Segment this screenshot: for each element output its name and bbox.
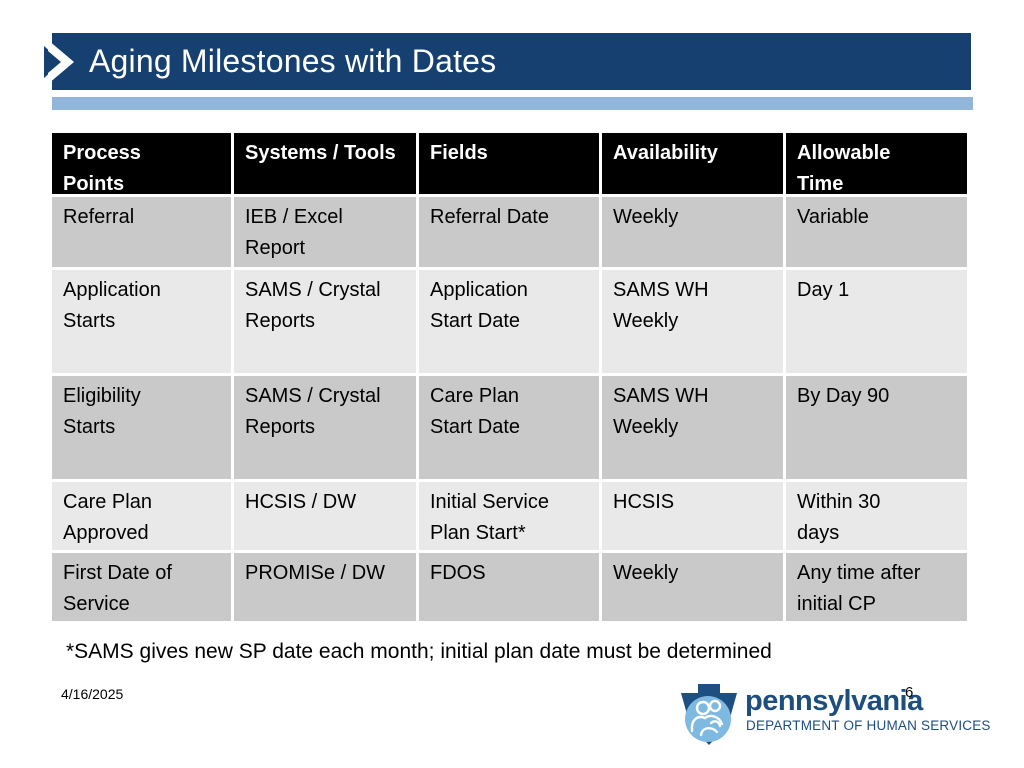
pa-dhs-logo: pennsylvania DEPARTMENT OF HUMAN SERVICE… — [677, 683, 990, 747]
keystone-logo-icon — [681, 684, 737, 745]
column-header-fields: Fields — [419, 133, 599, 194]
column-header-systems-tools: Systems / Tools — [234, 133, 416, 194]
column-header-availability: Availability — [602, 133, 783, 194]
table-cell: Application Starts — [52, 270, 231, 373]
table-cell: Referral — [52, 197, 231, 267]
page-number: 6 — [905, 684, 914, 701]
table-cell: PROMISe / DW — [234, 553, 416, 621]
table-cell: HCSIS / DW — [234, 482, 416, 550]
table-cell: SAMS WH Weekly — [602, 376, 783, 479]
column-header-process-points: Process Points — [52, 133, 231, 194]
table-cell: Day 1 — [786, 270, 967, 373]
table-cell: Application Start Date — [419, 270, 599, 373]
accent-strip — [52, 97, 973, 110]
title-arrow-icon — [44, 39, 74, 84]
table-cell: Referral Date — [419, 197, 599, 267]
table-cell: Weekly — [602, 197, 783, 267]
table-cell: Eligibility Starts — [52, 376, 231, 479]
table-cell: SAMS / Crystal Reports — [234, 376, 416, 479]
table-cell: IEB / Excel Report — [234, 197, 416, 267]
table-cell: SAMS / Crystal Reports — [234, 270, 416, 373]
table-cell: Within 30 days — [786, 482, 967, 550]
table-cell: HCSIS — [602, 482, 783, 550]
slide-title: Aging Milestones with Dates — [89, 43, 497, 79]
table-cell: Care Plan Start Date — [419, 376, 599, 479]
logo-wordmark: pennsylvania — [745, 685, 923, 717]
table-cell: FDOS — [419, 553, 599, 621]
table-cell: By Day 90 — [786, 376, 967, 479]
table-cell: Initial Service Plan Start* — [419, 482, 599, 550]
table-cell: Any time after initial CP — [786, 553, 967, 621]
table-cell: Weekly — [602, 553, 783, 621]
slide-date: 4/16/2025 — [61, 686, 124, 702]
title-bar: Aging Milestones with Dates — [44, 33, 971, 90]
logo-subtitle: DEPARTMENT OF HUMAN SERVICES — [746, 718, 991, 733]
table-cell: Care Plan Approved — [52, 482, 231, 550]
milestones-table: Process Points Systems / Tools Fields Av… — [52, 133, 967, 621]
table-cell: First Date of Service — [52, 553, 231, 621]
footnote: *SAMS gives new SP date each month; init… — [66, 640, 772, 663]
table-cell: Variable — [786, 197, 967, 267]
column-header-allowable-time: Allowable Time — [786, 133, 967, 194]
table-cell: SAMS WH Weekly — [602, 270, 783, 373]
